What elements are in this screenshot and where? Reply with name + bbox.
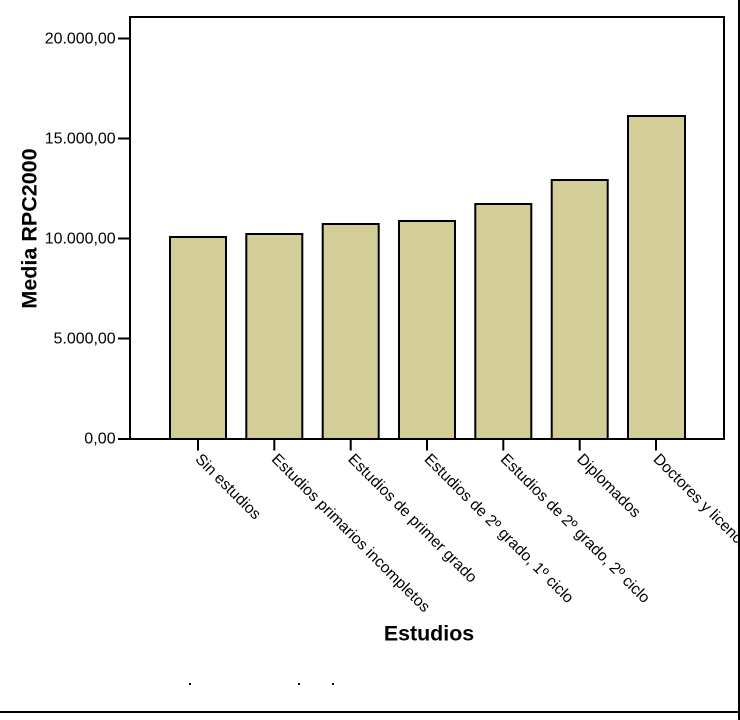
svg-text:Estudios: Estudios: [384, 621, 474, 645]
svg-text:0,00: 0,00: [84, 430, 115, 447]
svg-text:10.000,00: 10.000,00: [45, 230, 116, 247]
svg-text:20.000,00: 20.000,00: [45, 30, 116, 47]
svg-text:Media RPC2000: Media RPC2000: [18, 148, 42, 308]
svg-text:15.000,00: 15.000,00: [45, 130, 116, 147]
svg-text:5.000,00: 5.000,00: [54, 330, 116, 347]
